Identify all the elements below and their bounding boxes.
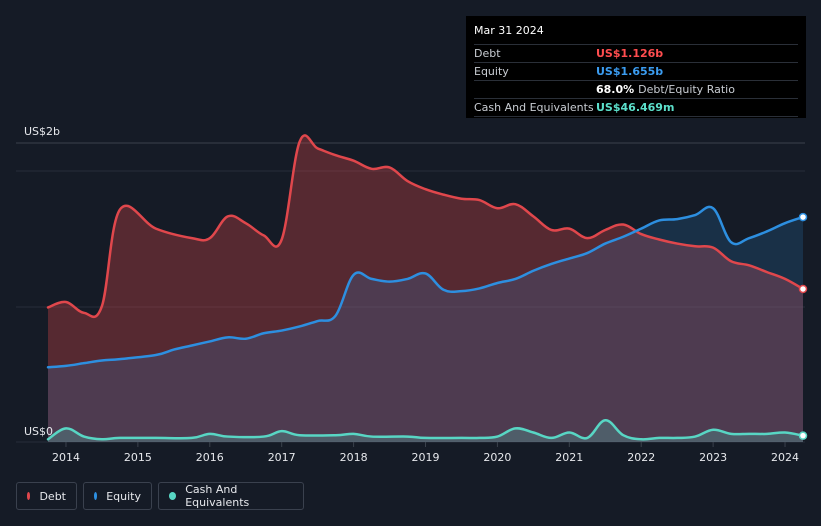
x-tick-label: 2015: [124, 451, 152, 464]
tooltip-equity-label: Equity: [474, 65, 509, 78]
tooltip-ratio-value: 68.0%: [596, 83, 635, 96]
y-axis-bottom-label: US$0: [24, 425, 53, 438]
tooltip-cash-label: Cash And Equivalents: [474, 101, 594, 114]
debt-line: [46, 134, 805, 318]
tooltip-debt-value: US$1.126b: [596, 47, 664, 60]
legend-equity-label: Equity: [106, 489, 141, 503]
x-tick-label: 2018: [340, 451, 368, 464]
equity-end-point: [798, 212, 808, 222]
equity-area: [48, 206, 803, 442]
x-tick-label: 2023: [699, 451, 727, 464]
x-tick-label: 2024: [771, 451, 799, 464]
legend-debt-dot-icon: [27, 492, 31, 500]
x-axis-ticks: 2014 2015 2016 2017 2018 2019 2020 2021 2022 2023…: [52, 442, 799, 464]
equity-line: [46, 205, 805, 369]
legend-cash-dot-icon: [169, 492, 177, 500]
legend-debt-label: Debt: [39, 489, 66, 503]
y-axis-top-label: US$2b: [24, 125, 60, 138]
tooltip-debt-label: Debt: [474, 47, 501, 60]
tooltip-row-debt: Debt US$1.126b: [474, 44, 798, 62]
legend-item-cash[interactable]: Cash And Equivalents: [158, 482, 304, 510]
debt-area: [48, 135, 803, 442]
tooltip-panel: Mar 31 2024 Debt US$1.126b Equity US$1.6…: [466, 16, 806, 118]
tooltip-cash-value: US$46.469m: [596, 101, 675, 114]
series-lines: [46, 134, 805, 441]
x-tick-label: 2014: [52, 451, 80, 464]
x-tick-label: 2016: [196, 451, 224, 464]
legend-cash-label: Cash And Equivalents: [185, 483, 250, 509]
x-tick-label: 2017: [268, 451, 296, 464]
tooltip-row-ratio: 68.0% Debt/Equity Ratio: [474, 80, 798, 98]
cash-end-point: [798, 431, 808, 440]
tooltip-row-equity: Equity US$1.655b: [474, 62, 798, 80]
series-areas: [48, 135, 803, 442]
tooltip-row-cash: Cash And Equivalents US$46.469m: [474, 98, 798, 117]
legend-item-equity[interactable]: Equity: [83, 482, 152, 510]
cash-line: [46, 419, 805, 441]
grid-lines: [16, 142, 805, 443]
x-tick-label: 2020: [483, 451, 511, 464]
x-tick-label: 2021: [555, 451, 583, 464]
debt-end-point: [798, 284, 808, 294]
series-end-markers: [798, 212, 808, 440]
x-tick-label: 2022: [627, 451, 655, 464]
cash-area: [48, 420, 803, 442]
legend-item-debt[interactable]: Debt: [16, 482, 77, 510]
tooltip-ratio-label: Debt/Equity Ratio: [638, 83, 735, 96]
x-tick-label: 2019: [412, 451, 440, 464]
tooltip-equity-value: US$1.655b: [596, 65, 664, 78]
tooltip-date: Mar 31 2024: [474, 24, 544, 37]
legend-equity-dot-icon: [94, 492, 98, 500]
